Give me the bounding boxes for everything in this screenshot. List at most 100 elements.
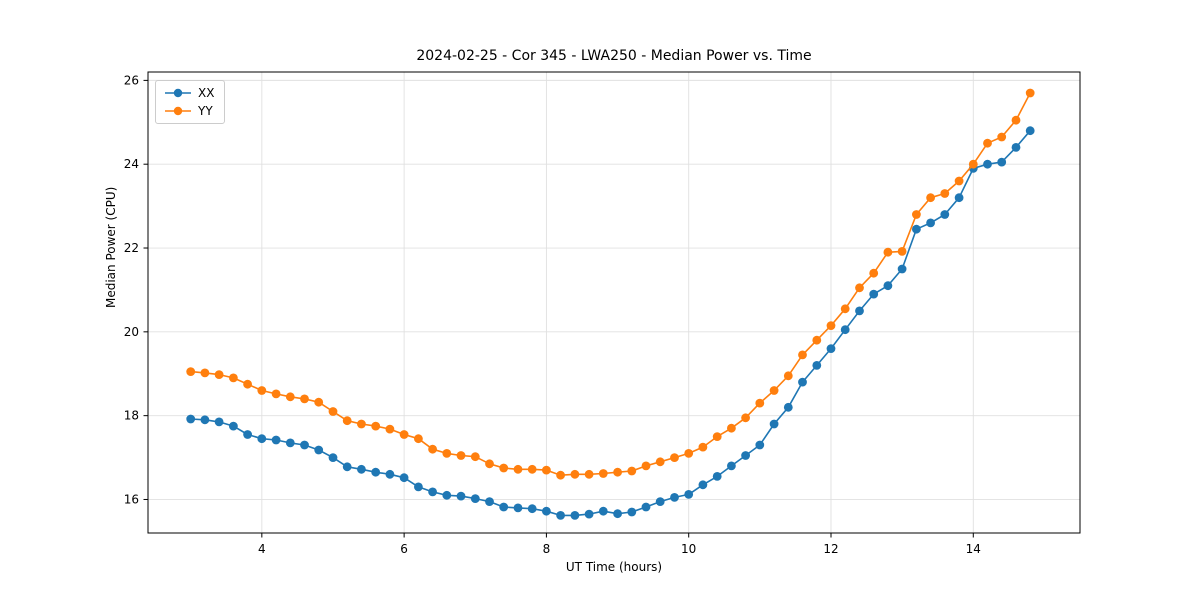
data-point <box>485 459 494 469</box>
data-point <box>328 407 338 416</box>
data-point <box>641 461 651 471</box>
legend: XX YY <box>155 80 226 124</box>
data-point <box>926 193 935 203</box>
data-point <box>812 361 822 370</box>
y-tick-label: 22 <box>124 241 139 255</box>
data-point <box>897 247 907 256</box>
data-point <box>399 473 409 483</box>
legend-label-yy: YY <box>198 104 213 118</box>
data-point <box>414 482 423 492</box>
x-tick-label: 12 <box>823 542 838 556</box>
data-point <box>698 442 708 452</box>
data-point <box>755 440 765 450</box>
data-point <box>513 503 523 513</box>
y-tick-label: 20 <box>124 325 139 339</box>
legend-item-xx: XX <box>164 86 214 100</box>
data-point <box>997 157 1007 167</box>
data-point <box>499 502 509 512</box>
y-tick-label: 26 <box>124 73 139 87</box>
data-point <box>826 321 836 330</box>
data-point <box>570 469 580 479</box>
x-tick-label: 8 <box>543 542 551 556</box>
data-point <box>598 506 608 516</box>
data-point <box>983 138 992 148</box>
data-point <box>200 368 210 378</box>
data-point <box>655 457 665 467</box>
data-point <box>727 423 736 433</box>
data-point <box>584 469 594 479</box>
data-point <box>314 445 324 455</box>
data-point <box>755 398 765 408</box>
data-point <box>542 506 551 516</box>
data-point <box>670 493 679 502</box>
data-point <box>855 306 864 316</box>
data-point <box>627 507 637 517</box>
data-point <box>229 421 238 431</box>
data-point <box>584 509 594 519</box>
x-tick-label: 14 <box>966 542 981 556</box>
data-point <box>840 325 850 335</box>
data-point <box>214 417 224 427</box>
data-point <box>285 438 295 448</box>
data-point <box>912 210 921 219</box>
data-point <box>385 469 395 479</box>
data-point <box>883 247 893 257</box>
data-point <box>712 432 722 441</box>
data-point <box>527 464 537 474</box>
data-point <box>470 494 480 503</box>
data-point <box>456 491 466 501</box>
data-point <box>428 444 437 454</box>
data-point <box>214 370 224 379</box>
data-point <box>655 497 665 506</box>
data-point <box>940 189 950 198</box>
data-point <box>200 415 210 425</box>
y-tick-label: 18 <box>124 409 139 423</box>
data-point <box>840 304 850 314</box>
data-point <box>641 502 651 512</box>
data-point <box>869 268 879 278</box>
x-tick-label: 6 <box>400 542 408 556</box>
data-point <box>769 386 779 395</box>
data-point <box>983 159 992 169</box>
data-point <box>257 386 267 395</box>
data-point <box>783 402 793 412</box>
data-point <box>499 463 509 473</box>
data-point <box>613 467 622 477</box>
data-point <box>968 159 978 169</box>
data-point <box>442 449 452 458</box>
plot-border <box>147 71 1081 534</box>
data-point <box>456 451 466 460</box>
data-point <box>300 440 309 450</box>
data-point <box>741 451 750 460</box>
data-point <box>855 283 864 293</box>
data-point <box>357 419 366 429</box>
data-point <box>883 281 893 291</box>
data-point <box>727 461 736 471</box>
data-point <box>371 467 381 477</box>
data-point <box>1011 115 1021 125</box>
data-point <box>613 509 622 519</box>
data-point <box>940 210 950 219</box>
chart-title: 2024-02-25 - Cor 345 - LWA250 - Median P… <box>416 48 812 64</box>
legend-label-xx: XX <box>198 86 215 100</box>
data-point <box>570 511 580 520</box>
data-point <box>485 497 494 506</box>
series-yy <box>186 88 1035 480</box>
data-point <box>1025 88 1035 98</box>
legend-swatch-yy <box>164 105 192 117</box>
data-point <box>812 335 822 345</box>
axis-ticks: 4 6 8 10 12 14 16 18 20 22 24 26 <box>124 73 981 556</box>
data-point <box>186 367 196 376</box>
data-point <box>783 371 793 381</box>
data-point <box>542 465 551 475</box>
y-tick-label: 16 <box>124 492 139 506</box>
data-point <box>414 434 423 444</box>
series-xx <box>186 126 1035 520</box>
data-point <box>328 453 338 462</box>
data-point <box>798 377 807 387</box>
data-point <box>285 392 295 402</box>
data-point <box>371 421 381 431</box>
data-point <box>798 350 807 360</box>
